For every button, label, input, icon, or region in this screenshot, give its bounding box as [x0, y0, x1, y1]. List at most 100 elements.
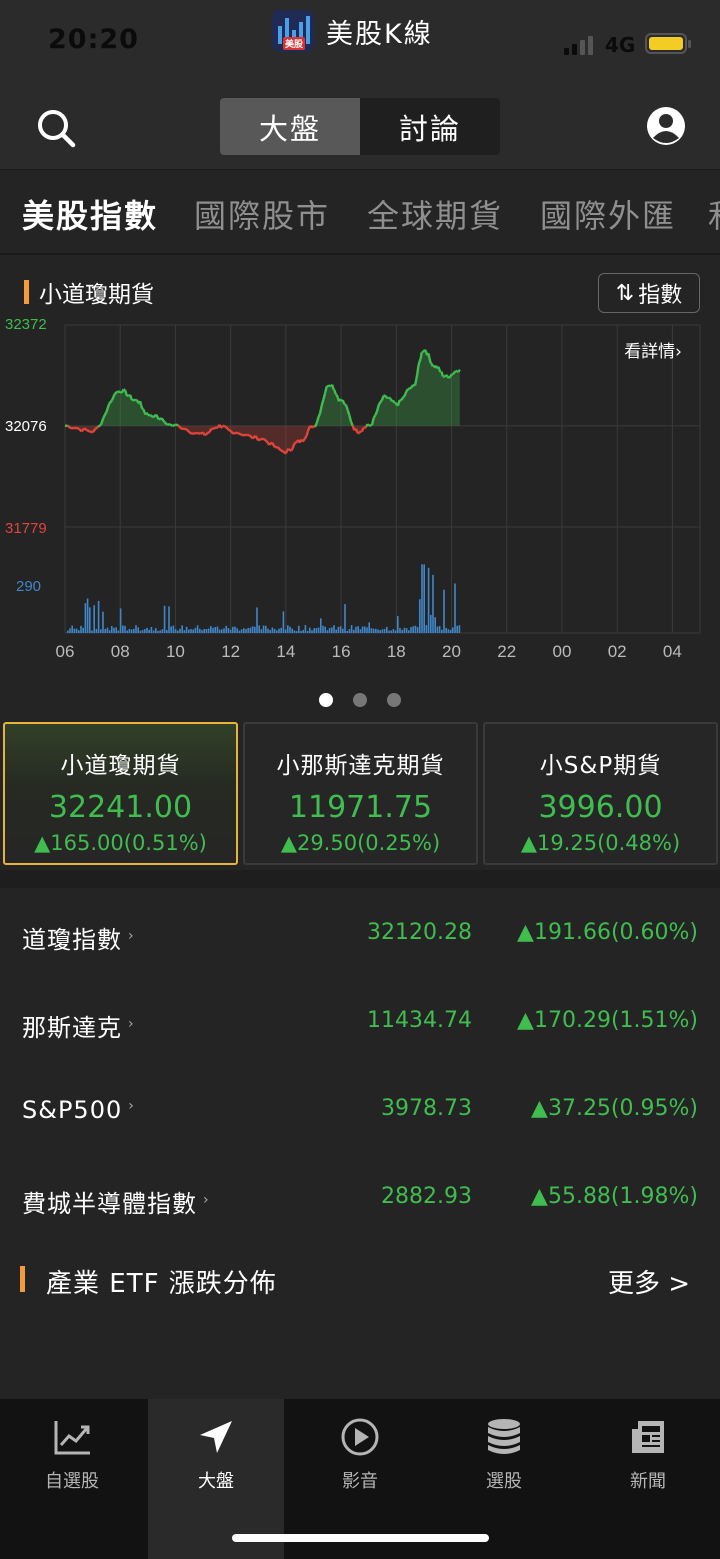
- x-tick-label: 00: [552, 642, 571, 661]
- futures-card-nasdaq[interactable]: 小那斯達克期貨 11971.75 ▲29.50(0.25%): [243, 722, 478, 865]
- volume-bar: [82, 627, 84, 633]
- volume-bar: [238, 630, 241, 633]
- volume-bar: [392, 629, 395, 633]
- volume-bar: [185, 626, 188, 633]
- price-line-segment: [218, 424, 222, 429]
- price-line-segment: [366, 423, 370, 427]
- chevron-right-icon: ›: [128, 1098, 135, 1114]
- volume-bar: [97, 600, 100, 633]
- volume-bar: [452, 627, 454, 633]
- page-dot[interactable]: [319, 693, 333, 707]
- tab-market[interactable]: 大盤: [220, 98, 360, 155]
- volume-bar: [388, 630, 390, 633]
- price-line-segment: [199, 431, 204, 435]
- price-line-segment: [138, 400, 143, 406]
- volume-bar: [454, 583, 456, 633]
- volume-bar: [166, 629, 168, 633]
- futures-card-sp[interactable]: 小S&P期貨 3996.00 ▲19.25(0.48%): [483, 722, 718, 865]
- nav-label: 新聞: [630, 1471, 666, 1492]
- price-line-segment: [108, 399, 113, 405]
- price-line-segment: [417, 361, 421, 367]
- price-line-segment: [396, 399, 401, 406]
- index-price: 3978.73: [381, 1096, 472, 1121]
- nav-market[interactable]: 大盤: [148, 1399, 284, 1559]
- price-line-segment: [94, 425, 99, 430]
- volume-bar: [168, 606, 170, 633]
- futures-card-dow[interactable]: 小道瓊期貨 32241.00 ▲165.00(0.51%): [3, 722, 238, 865]
- volume-bar: [172, 625, 175, 633]
- tab-global-futures[interactable]: 全球期貨: [367, 197, 504, 235]
- volume-bar: [346, 630, 348, 633]
- volume-bar: [214, 626, 216, 633]
- volume-bar: [377, 629, 379, 633]
- index-price: 11434.74: [367, 1008, 472, 1033]
- price-line-segment: [149, 414, 155, 419]
- price-line-segment: [172, 423, 176, 428]
- index-toggle-label: 指數: [638, 283, 683, 308]
- volume-bar: [302, 629, 304, 633]
- search-button[interactable]: [34, 106, 78, 150]
- page-dot[interactable]: [353, 693, 367, 707]
- price-line-segment: [158, 417, 163, 421]
- tab-intl-stocks[interactable]: 國際股市: [194, 197, 331, 235]
- nav-watchlist[interactable]: 自選股: [0, 1399, 144, 1559]
- price-line-segment: [358, 430, 362, 434]
- volume-bar: [309, 627, 311, 633]
- user-button[interactable]: [646, 106, 686, 146]
- price-line-segment: [410, 384, 414, 389]
- volume-bar: [267, 628, 269, 633]
- price-line-segment: [175, 423, 179, 427]
- intraday-chart[interactable]: 32372 32076 31779 290 06 08 10 12 14 16 18 20 22 00 02…: [0, 317, 720, 677]
- price-line-segment: [428, 357, 432, 364]
- title-accent: [20, 1266, 25, 1292]
- index-list: 道瓊指數 › 32120.28 ▲191.66(0.60%) 那斯達克 › 1143…: [0, 888, 720, 1240]
- volume-bar: [190, 629, 192, 633]
- index-row-dow[interactable]: 道瓊指數 › 32120.28 ▲191.66(0.60%): [0, 888, 720, 976]
- volume-bar: [443, 589, 445, 633]
- price-line-segment: [314, 422, 318, 428]
- tab-us-indices[interactable]: 美股指數: [22, 197, 159, 235]
- price-line-segment: [263, 438, 268, 443]
- price-line-segment: [334, 393, 338, 396]
- volume-bar: [425, 625, 428, 633]
- volume-bar: [447, 629, 450, 633]
- volume-bar: [408, 630, 410, 633]
- price-line-segment: [311, 425, 315, 429]
- index-toggle-button[interactable]: ⇅ 指數: [598, 273, 700, 313]
- index-row-nasdaq[interactable]: 那斯達克 › 11434.74 ▲170.29(1.51%): [0, 976, 720, 1064]
- etf-more-link[interactable]: 更多 >: [607, 1269, 690, 1299]
- index-row-sox[interactable]: 費城半導體指數 › 2882.93 ▲55.88(1.98%): [0, 1152, 720, 1240]
- price-line-segment: [372, 414, 377, 419]
- tab-discussion[interactable]: 討論: [398, 111, 461, 146]
- volume-bar: [438, 626, 441, 633]
- price-line-segment: [394, 401, 398, 405]
- volume-bar: [421, 564, 423, 633]
- chart-title: 小道瓊期貨: [24, 279, 154, 308]
- page-dot[interactable]: [387, 693, 401, 707]
- tab-forex[interactable]: 國際外匯: [540, 197, 677, 235]
- detail-link[interactable]: 看詳情›: [624, 342, 682, 362]
- volume-bar: [348, 629, 351, 633]
- volume-bar: [311, 630, 313, 633]
- nav-label: 選股: [486, 1471, 522, 1492]
- volume-bar: [225, 625, 227, 633]
- volume-bar: [353, 629, 355, 633]
- volume-bar: [432, 574, 434, 633]
- price-line-segment: [220, 425, 224, 429]
- volume-bar: [247, 628, 249, 633]
- volume-bar: [240, 629, 243, 633]
- nav-screener[interactable]: 選股: [432, 1399, 576, 1559]
- volume-bar: [236, 628, 238, 633]
- volume-bar: [335, 629, 337, 633]
- nav-news[interactable]: 新聞: [576, 1399, 720, 1559]
- price-line-segment: [197, 431, 201, 435]
- price-line-segment: [440, 371, 444, 377]
- volume-bar: [258, 625, 260, 633]
- nav-media[interactable]: 影音: [288, 1399, 432, 1559]
- volume-bar: [100, 629, 102, 633]
- price-line-segment: [66, 424, 72, 430]
- tab-more-cut[interactable]: 和: [708, 191, 720, 237]
- index-row-sp500[interactable]: S&P500 › 3978.73 ▲37.25(0.95%): [0, 1064, 720, 1152]
- price-line-segment: [346, 409, 351, 416]
- volume-bar: [205, 629, 208, 633]
